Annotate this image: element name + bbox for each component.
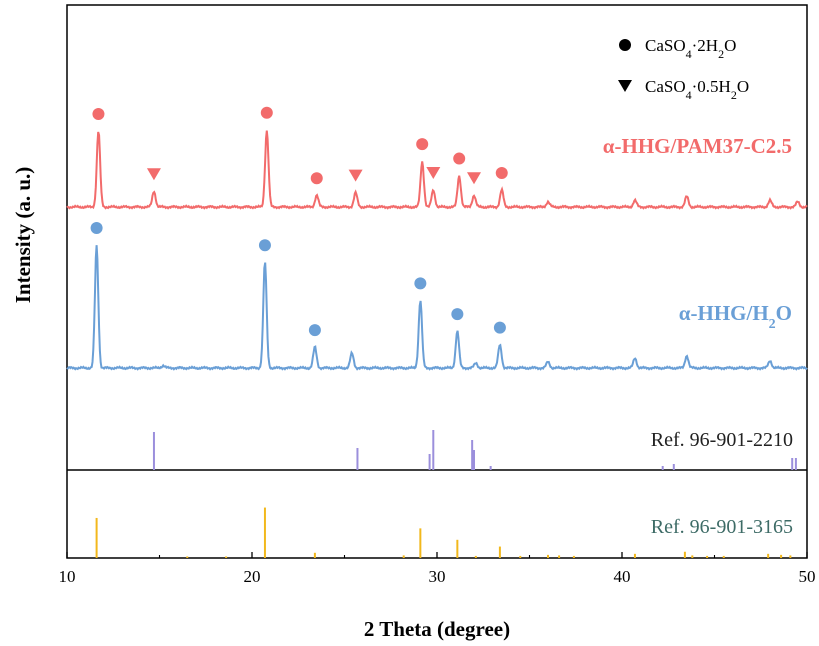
peak-circle-marker: [90, 222, 103, 234]
legend-circle-marker: [619, 39, 631, 51]
legend-triangle-marker: [618, 80, 632, 92]
peak-triangle-marker: [146, 168, 161, 181]
peak-circle-marker: [258, 239, 271, 252]
reference-layer: Ref. 96-901-2210 Ref. 96-901-3165: [95, 429, 797, 558]
x-axis-title: 2 Theta (degree): [364, 617, 510, 641]
legend-entry-label: CaSO4·0.5H2O: [645, 77, 749, 102]
peak-circle-marker: [493, 321, 506, 334]
peak-circle-marker: [414, 277, 427, 290]
series-label: α-HHG/PAM37-C2.5: [603, 134, 792, 158]
reference-label: Ref. 96-901-2210: [651, 429, 793, 451]
legend: CaSO4·2H2O CaSO4·0.5H2O: [618, 36, 749, 102]
legend-entry-label: CaSO4·2H2O: [645, 36, 736, 61]
series-layer: α-HHG/PAM37-C2.5 α-HHG/H2O: [66, 106, 808, 371]
series-line: [66, 130, 808, 210]
reference-label: Ref. 96-901-3165: [651, 516, 793, 538]
peak-circle-marker: [495, 166, 508, 179]
peak-circle-marker: [453, 152, 466, 165]
x-tick-label: 40: [614, 567, 631, 586]
peak-circle-marker: [310, 172, 323, 185]
x-tick-label: 50: [799, 567, 816, 586]
x-tick-label: 30: [429, 567, 446, 586]
peak-circle-marker: [308, 324, 321, 337]
y-axis-title: Intensity (a. u.): [11, 167, 35, 304]
peak-triangle-marker: [348, 169, 363, 182]
series-line: [66, 245, 808, 371]
x-axis-ticks: 10 20 30 40 50: [59, 552, 816, 586]
x-tick-label: 20: [244, 567, 261, 586]
peak-circle-marker: [92, 108, 105, 121]
x-tick-label: 10: [59, 567, 76, 586]
peak-triangle-marker: [426, 166, 441, 179]
peak-triangle-marker: [467, 172, 481, 185]
series-label: α-HHG/H2O: [679, 301, 792, 332]
peak-circle-marker: [451, 308, 464, 321]
peak-circle-marker: [416, 138, 429, 151]
peak-circle-marker: [260, 106, 273, 119]
